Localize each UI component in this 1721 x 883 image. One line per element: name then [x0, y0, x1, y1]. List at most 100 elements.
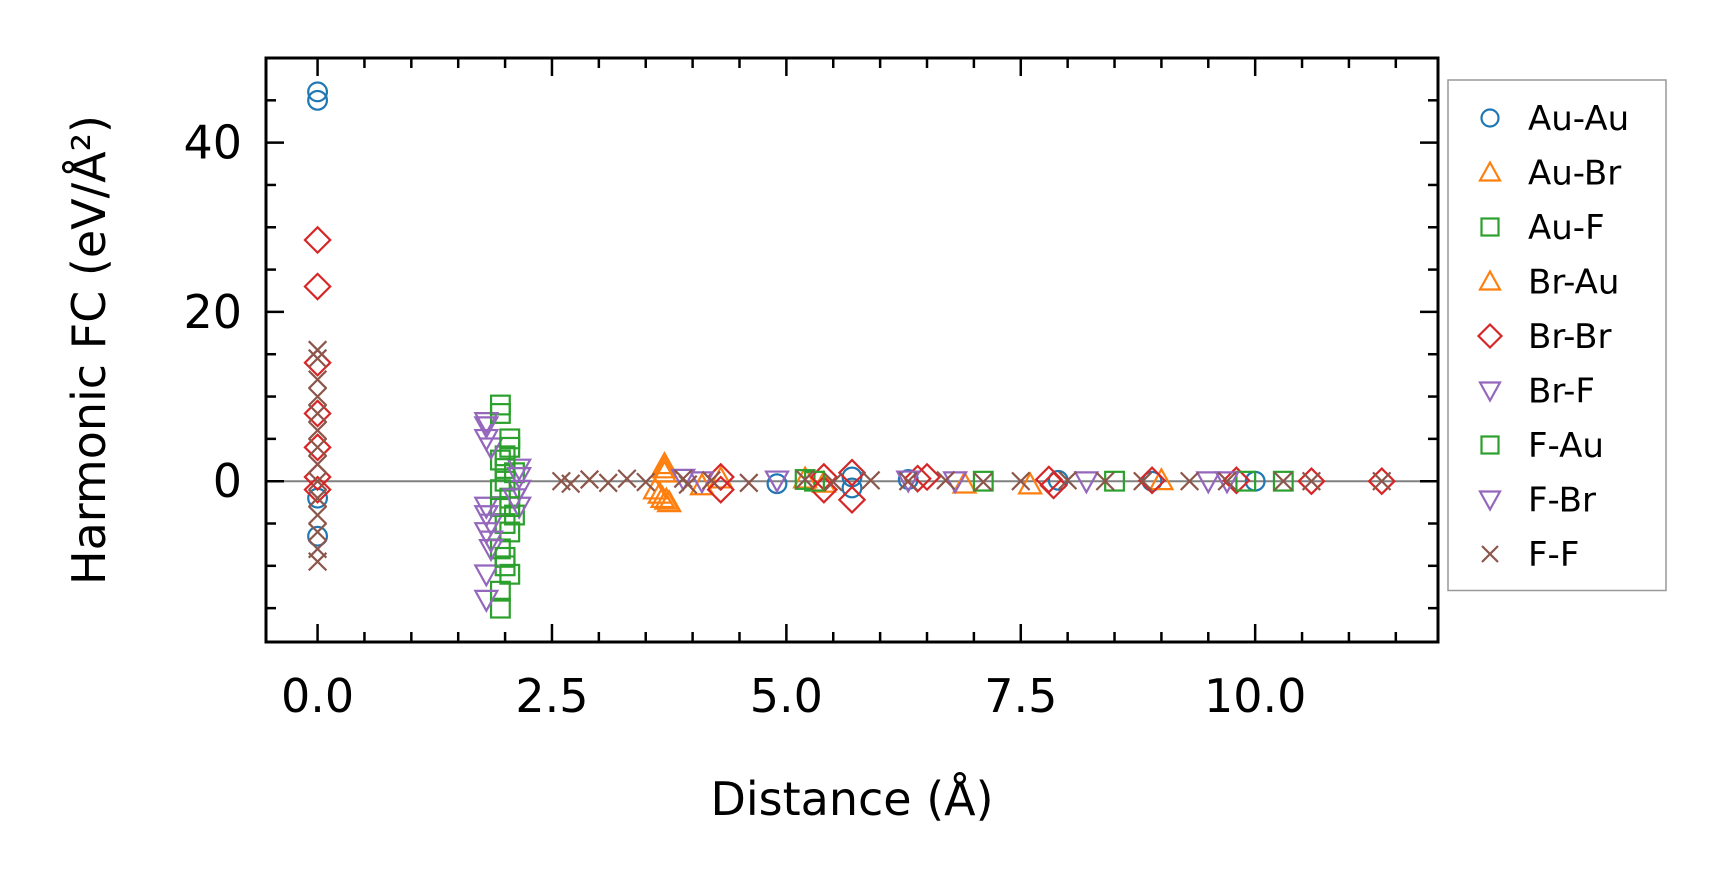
data-point — [307, 386, 328, 407]
data-point — [1222, 466, 1251, 495]
legend-item: Br-Br — [1476, 317, 1612, 357]
y-tick-label: 0 — [213, 454, 242, 508]
x-tick-label: 2.5 — [515, 669, 588, 723]
legend-label: Br-Au — [1528, 263, 1619, 303]
x-tick-label: 5.0 — [750, 669, 823, 723]
data-point — [795, 469, 815, 490]
legend-label: Br-Br — [1528, 317, 1612, 357]
data-point — [303, 475, 332, 504]
legend-marker — [1476, 322, 1504, 350]
data-point — [804, 470, 825, 492]
data-point — [478, 530, 504, 554]
x-tick-label: 10.0 — [1204, 669, 1306, 723]
data-point — [809, 475, 839, 504]
data-point — [307, 552, 328, 572]
legend-item: F-Au — [1480, 426, 1604, 466]
data-point — [895, 470, 922, 494]
legend-item: F-F — [1481, 535, 1579, 575]
legend: Au-Au Au-Br Au-F Br-Au Br-Br Br-F F-Au F-Br F-F — [1447, 79, 1667, 592]
data-point — [837, 485, 867, 515]
data-point — [1039, 471, 1068, 500]
data-point — [1017, 471, 1044, 495]
data-point — [636, 472, 656, 492]
data-point — [307, 403, 328, 424]
data-point — [307, 81, 329, 103]
data-point — [898, 471, 918, 491]
data-point — [303, 433, 332, 462]
data-point — [1372, 471, 1392, 491]
legend-item: Au-Br — [1478, 154, 1621, 194]
data-point — [706, 475, 735, 504]
data-point — [307, 348, 328, 369]
data-point — [649, 484, 676, 509]
data-point — [1073, 471, 1100, 495]
series-f-br — [473, 416, 1240, 554]
data-point — [656, 489, 683, 513]
data-point — [972, 470, 994, 492]
data-point — [307, 454, 328, 474]
data-point — [307, 420, 328, 440]
data-point — [303, 399, 332, 428]
legend-label: F-Au — [1528, 426, 1604, 466]
data-point — [951, 470, 978, 494]
legend-label: Au-Br — [1528, 154, 1621, 194]
data-point — [1095, 471, 1115, 491]
data-point — [494, 546, 516, 568]
legend-marker — [1478, 490, 1502, 512]
legend-marker — [1478, 160, 1502, 182]
data-point — [303, 225, 332, 255]
legend-label: F-F — [1528, 535, 1579, 575]
data-point — [701, 470, 721, 490]
data-point — [1011, 471, 1031, 491]
data-point — [678, 474, 698, 495]
data-point — [307, 488, 328, 508]
legend-label: Au-F — [1528, 208, 1605, 248]
data-point — [579, 469, 600, 490]
y-axis: 0 20 40 — [183, 99, 1438, 610]
data-point — [1179, 471, 1200, 491]
data-point — [617, 469, 637, 489]
data-point — [501, 488, 528, 512]
legend-label: Br-F — [1528, 372, 1595, 412]
data-point — [1148, 467, 1175, 491]
data-point — [307, 471, 328, 491]
data-point — [307, 437, 328, 457]
data-point — [1217, 471, 1237, 491]
data-point — [1367, 466, 1396, 496]
data-point — [499, 496, 521, 518]
data-points — [303, 81, 1396, 619]
y-tick-label: 20 — [183, 285, 242, 339]
data-point — [307, 89, 329, 111]
data-point — [1133, 471, 1153, 491]
legend-item: Br-F — [1478, 372, 1595, 412]
data-point — [936, 470, 956, 490]
legend-marker — [1478, 269, 1502, 291]
data-point — [499, 436, 521, 458]
data-point — [841, 466, 863, 488]
series-br-br — [303, 225, 1396, 515]
series-au-f — [489, 394, 1294, 619]
data-point — [499, 563, 521, 585]
data-point — [1195, 471, 1222, 495]
data-point — [1137, 466, 1167, 495]
data-point — [303, 272, 332, 301]
plot-frame — [264, 56, 1440, 644]
data-point — [473, 416, 500, 440]
legend-marker — [1480, 435, 1500, 455]
data-point — [1297, 466, 1326, 496]
series-br-f — [473, 412, 1222, 613]
data-point — [1301, 471, 1321, 491]
legend-marker — [1480, 217, 1500, 237]
x-tick-label: 0.0 — [281, 669, 354, 723]
legend-marker — [1478, 381, 1502, 403]
legend-label: Au-Au — [1528, 99, 1629, 139]
data-point — [903, 464, 932, 493]
legend-label: F-Br — [1528, 481, 1596, 521]
legend-item: Au-Au — [1480, 99, 1629, 139]
data-point — [473, 564, 500, 588]
data-point — [1058, 470, 1078, 490]
x-axis: 0.0 2.5 5.0 7.5 10.0 — [281, 58, 1398, 723]
data-point — [823, 472, 843, 492]
data-point — [1273, 471, 1293, 491]
